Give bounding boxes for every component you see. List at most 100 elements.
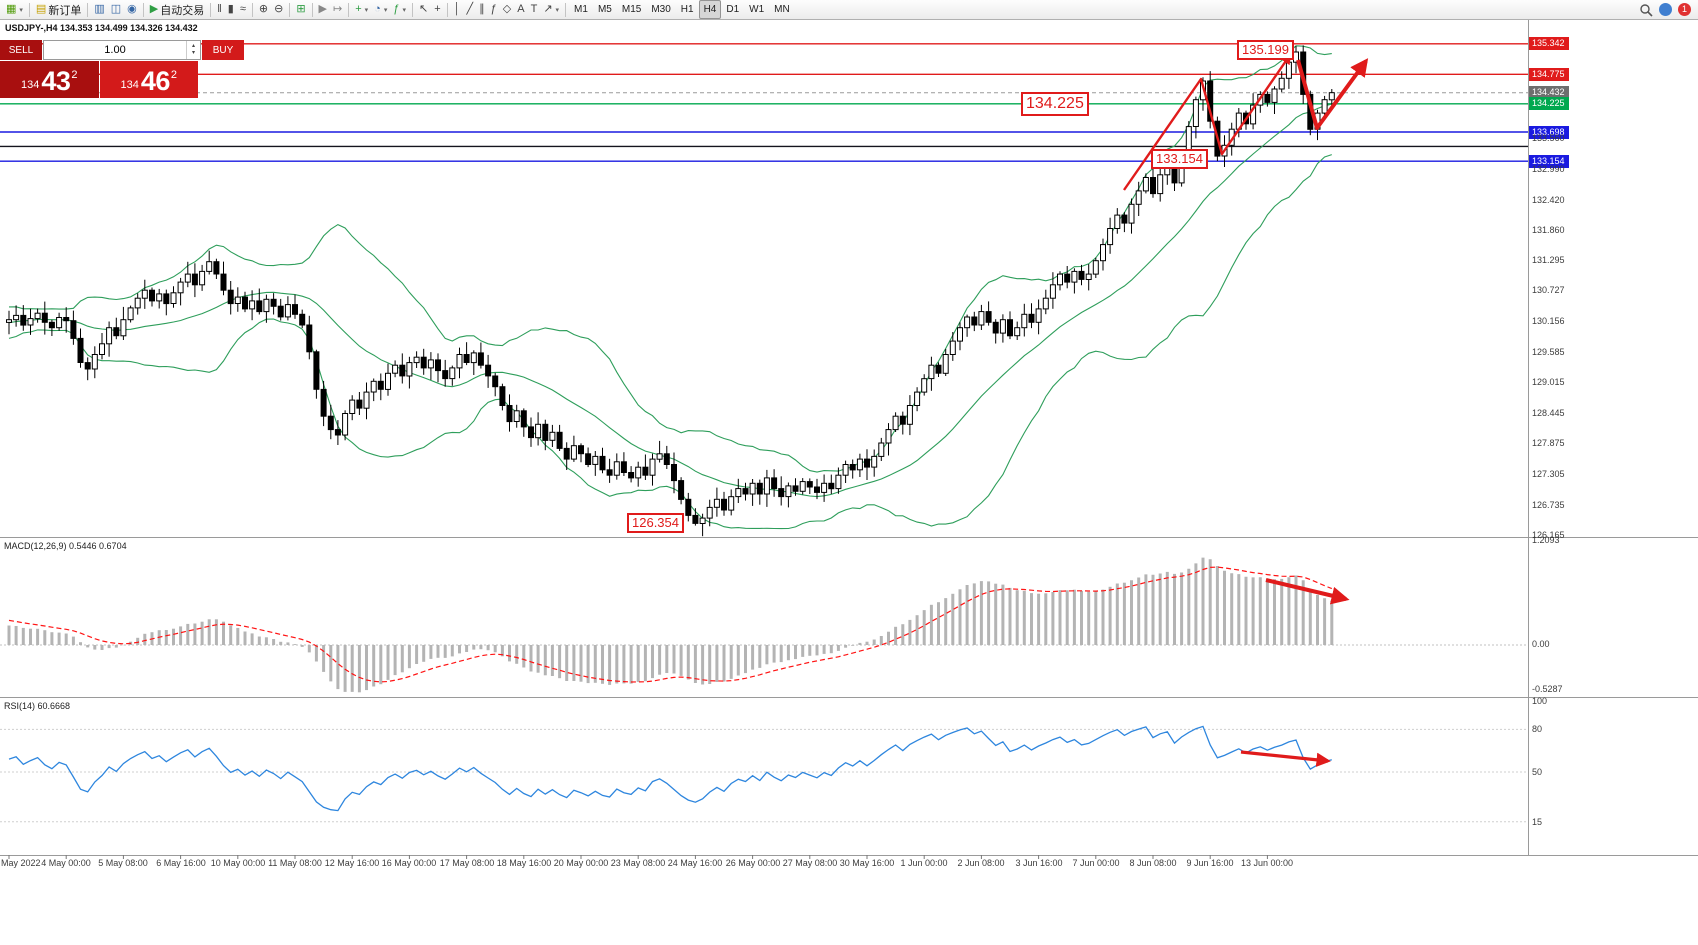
cursor-icon-glyph: ↖ <box>418 3 429 15</box>
bid-pip-digit: 2 <box>71 69 78 81</box>
bollinger-upper <box>8 45 1332 473</box>
notification-badge[interactable]: 1 <box>1678 3 1691 16</box>
period-icon-glyph: ◔ <box>374 3 381 15</box>
macd-histogram <box>7 557 1334 693</box>
zoom-out-icon[interactable]: ⊖ <box>271 1 286 18</box>
auto-trading-button[interactable]: ▶ 自动交易 <box>147 1 207 18</box>
bollinger-lower <box>8 154 1332 530</box>
buy-button[interactable]: BUY <box>202 40 244 60</box>
bid-prefix: 134 <box>20 79 40 91</box>
timeframe-button-M30[interactable]: M30 <box>651 4 671 15</box>
timeframe-button-M5[interactable]: M5 <box>597 4 612 15</box>
shapes-icon-glyph: ◇ <box>502 3 512 15</box>
ohlc-bars-icon[interactable]: ‖ <box>214 1 225 18</box>
line-chart-icon[interactable]: ≈ <box>237 1 249 18</box>
volume-box: ▴ ▾ <box>43 40 201 60</box>
search-icon[interactable] <box>1639 3 1653 17</box>
channel-icon[interactable]: ∥ <box>476 1 488 18</box>
ask-price-button[interactable]: 134 46 2 <box>99 61 198 98</box>
indicators-icon-caret: ▾ <box>402 6 406 14</box>
strategy-tester-icon[interactable]: ◫ <box>108 1 124 18</box>
toolbar-separator <box>565 2 567 17</box>
trendline-icon[interactable]: ╱ <box>464 1 477 18</box>
timeframe-button-W1[interactable]: W1 <box>749 4 765 15</box>
new-order-button[interactable]: ▤ 新订单 <box>33 1 84 18</box>
zoom-out-icon-glyph: ⊖ <box>274 3 284 15</box>
volume-up-icon[interactable]: ▴ <box>191 43 195 49</box>
arrows-icon-glyph: ↗ <box>543 3 553 15</box>
auto-trading-button-glyph: ▶ <box>149 3 159 15</box>
volume-down-icon[interactable]: ▾ <box>191 50 195 56</box>
ask-big-digits: 46 <box>140 66 171 96</box>
toolbar: ▦ ▾ ▤ 新订单 ▥ ◫ ◉ ▶ 自动交易 ‖ ▮ ≈ ⊕ ⊖ ⊞ ▶ ↦ + ▾ ◔ ▾ ƒ ▾ ↖ + │ ╱ ∥ ƒ ◇ A T ↗ ▾ M… <box>0 0 1698 20</box>
text-icon[interactable]: A <box>514 1 527 18</box>
macd-title: MACD(12,26,9) 0.5446 0.6704 <box>4 541 127 551</box>
toolbar-separator <box>289 2 291 17</box>
new-window-icon-glyph: + <box>355 3 362 15</box>
shapes-icon[interactable]: ◇ <box>500 1 514 18</box>
tile-windows-icon[interactable]: ⊞ <box>293 1 308 18</box>
indicators-icon[interactable]: ƒ ▾ <box>390 1 409 18</box>
charts-grid-icon[interactable]: ▥ <box>91 1 107 18</box>
toolbar-separator <box>28 2 30 17</box>
cursor-icon[interactable]: ↖ <box>416 1 431 18</box>
price-zigzag-arrow[interactable] <box>1123 53 1292 191</box>
fibonacci-icon[interactable]: ƒ <box>488 1 500 18</box>
arrows-icon[interactable]: ↗ ▾ <box>540 1 562 18</box>
volume-spinner: ▴ ▾ <box>186 41 200 59</box>
line-chart-icon-glyph: ≈ <box>239 3 246 15</box>
period-icon[interactable]: ◔ ▾ <box>371 1 390 18</box>
text-icon-glyph: A <box>517 3 525 15</box>
bid-big-digits: 43 <box>41 66 71 96</box>
market-watch-icon[interactable]: ◉ <box>124 1 140 18</box>
user-icon[interactable] <box>1659 3 1672 16</box>
period-icon-caret: ▾ <box>383 6 388 14</box>
sell-button[interactable]: SELL <box>0 40 42 60</box>
timeframe-button-M15[interactable]: M15 <box>621 4 642 15</box>
bid-price-button[interactable]: 134 43 2 <box>0 61 99 98</box>
candlesticks-icon[interactable]: ▮ <box>225 1 237 18</box>
chart-type-icon-caret: ▾ <box>19 6 23 14</box>
label-icon[interactable]: T <box>528 1 541 18</box>
timeframe-button-MN[interactable]: MN <box>774 4 790 15</box>
timeframe-button-M1[interactable]: M1 <box>574 4 588 15</box>
market-watch-icon-glyph: ◉ <box>127 3 137 15</box>
chart-shift-icon[interactable]: ↦ <box>330 1 345 18</box>
vline-icon[interactable]: │ <box>451 1 464 18</box>
timeframe-button-H1[interactable]: H1 <box>680 4 694 15</box>
toolbar-right: 1 <box>1639 3 1695 17</box>
toolbar-separator <box>348 2 350 17</box>
chart-shift-icon-glyph: ↦ <box>333 3 343 15</box>
toolbar-separator <box>210 2 212 17</box>
toolbar-separator <box>411 2 413 17</box>
strategy-tester-icon-glyph: ◫ <box>110 3 122 15</box>
price-forecast-arrow[interactable] <box>1296 58 1369 130</box>
timeframe-button-D1[interactable]: D1 <box>726 4 740 15</box>
rsi-panel <box>0 725 1528 823</box>
toolbar-separator <box>446 2 448 17</box>
auto-trading-button-label: 自动交易 <box>160 4 205 17</box>
rsi-title: RSI(14) 60.6668 <box>4 701 71 711</box>
ask-prefix: 134 <box>120 79 139 91</box>
chart-type-icon[interactable]: ▦ ▾ <box>3 1 26 18</box>
volume-input[interactable] <box>44 41 186 59</box>
rsi-arrow[interactable] <box>1240 750 1331 767</box>
zoom-in-icon-glyph: ⊕ <box>258 3 269 15</box>
toolbar-separator <box>251 2 253 17</box>
macd-arrow[interactable] <box>1265 578 1350 605</box>
auto-scroll-icon[interactable]: ▶ <box>316 1 330 18</box>
crosshair-icon-glyph: + <box>434 3 441 15</box>
auto-scroll-icon-glyph: ▶ <box>318 3 327 15</box>
timeframe-button-H4[interactable]: H4 <box>698 0 722 19</box>
vline-icon-glyph: │ <box>453 3 461 15</box>
label-icon-glyph: T <box>530 3 538 15</box>
chart-ohlc-title: USDJPY-,H4 134.353 134.499 134.326 134.4… <box>5 23 198 33</box>
zoom-in-icon[interactable]: ⊕ <box>256 1 271 18</box>
new-window-icon[interactable]: + ▾ <box>352 1 371 18</box>
ohlc-bars-icon-glyph: ‖ <box>217 3 222 15</box>
crosshair-icon[interactable]: + <box>431 1 443 18</box>
arrows-icon-caret: ▾ <box>555 6 560 14</box>
charts-grid-icon-glyph: ▥ <box>94 3 105 15</box>
